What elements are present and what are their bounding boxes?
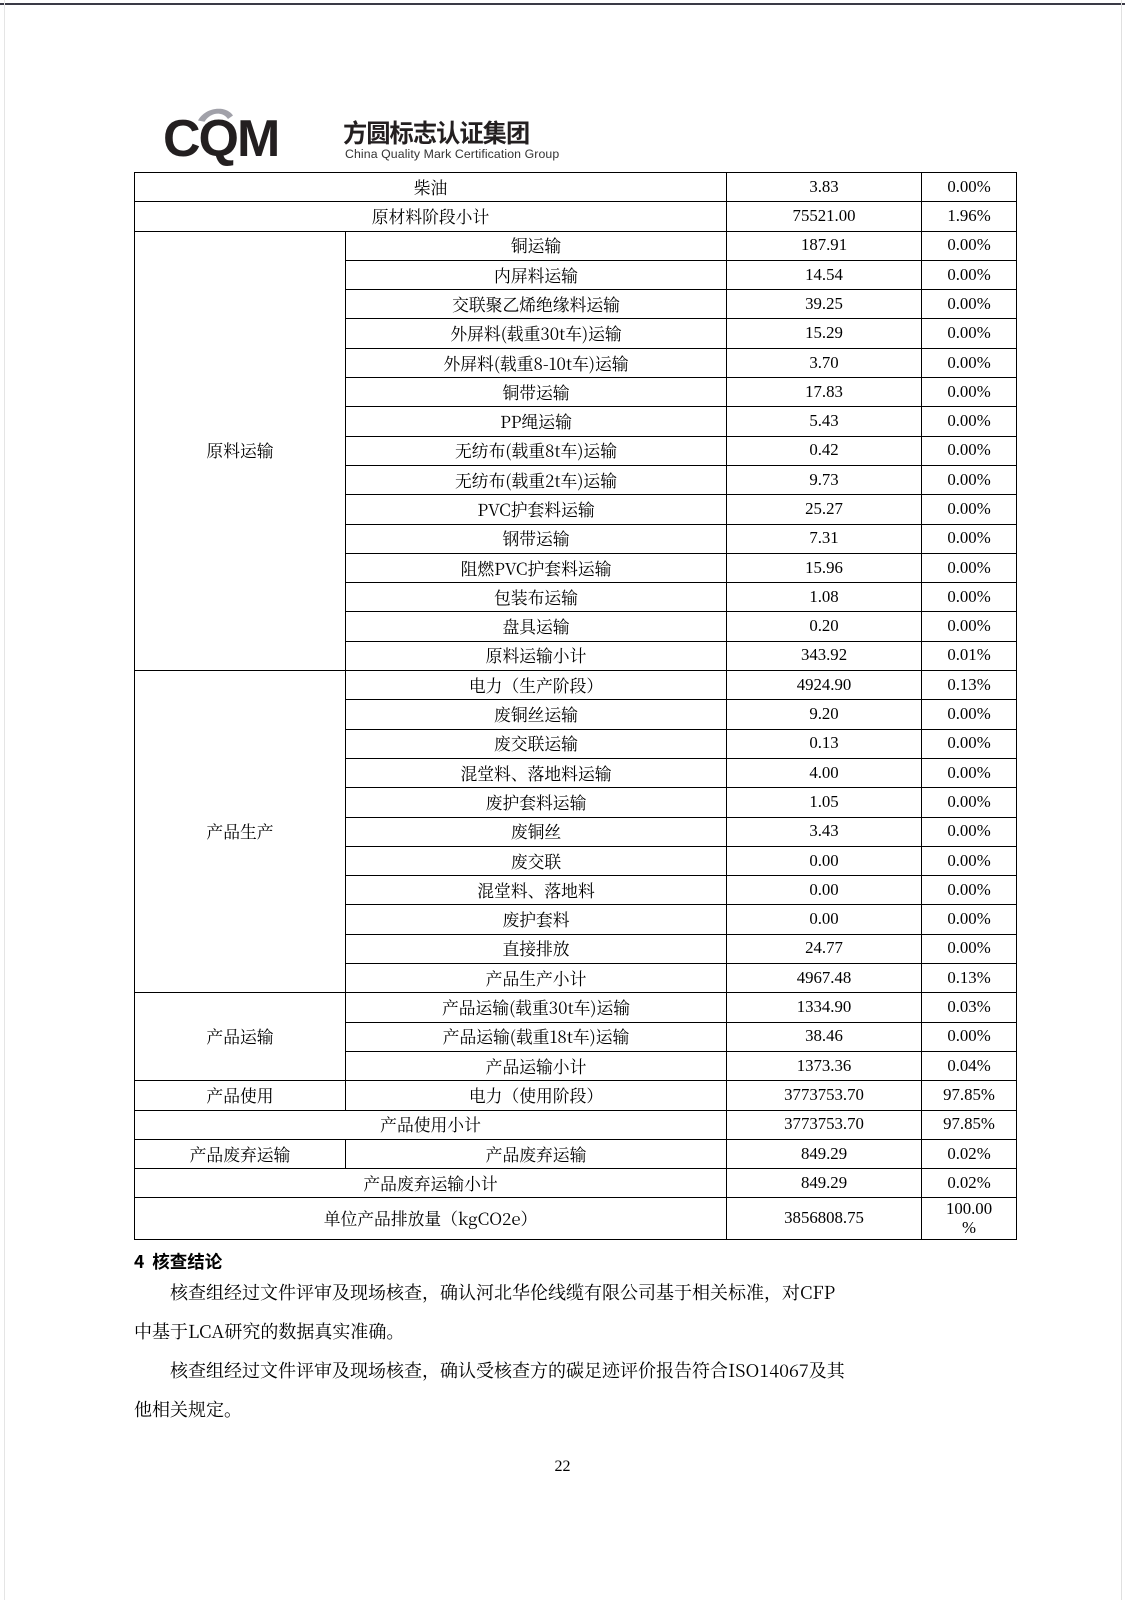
svg-text:CQM: CQM	[163, 110, 278, 168]
